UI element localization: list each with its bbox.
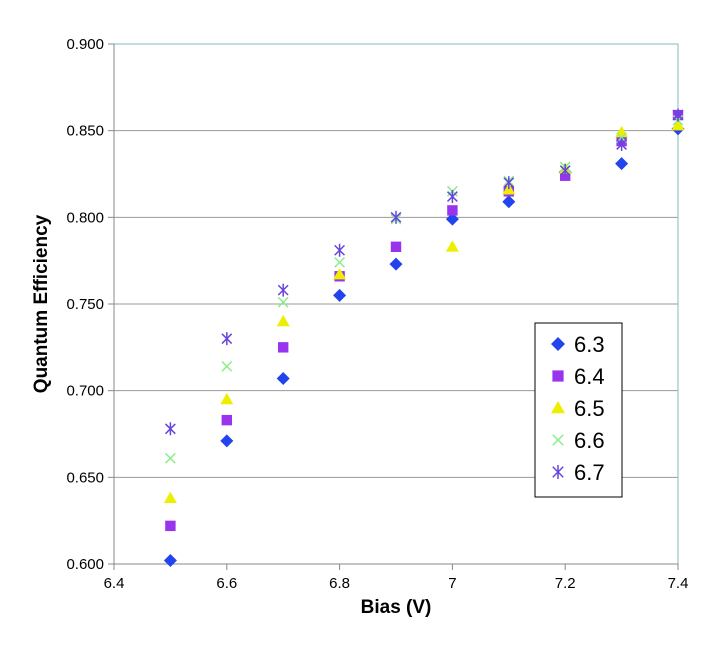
x-axis: 6.4 6.6 6.8 7 7.2 7.4 bbox=[104, 563, 689, 592]
data-point bbox=[334, 243, 346, 257]
legend-label: 6.7 bbox=[574, 460, 605, 485]
data-point bbox=[276, 372, 290, 386]
data-point bbox=[164, 452, 176, 464]
data-point bbox=[221, 414, 232, 426]
data-point bbox=[333, 288, 347, 302]
x-tick-label: 7 bbox=[448, 575, 456, 592]
data-point bbox=[277, 283, 289, 297]
data-point bbox=[390, 241, 402, 252]
data-markers bbox=[163, 108, 685, 568]
x-tick-label: 6.8 bbox=[329, 575, 350, 592]
x-tick-label: 6.6 bbox=[216, 575, 237, 592]
data-point bbox=[277, 296, 289, 308]
y-tick-label: 0.800 bbox=[66, 209, 104, 226]
legend-box bbox=[534, 322, 623, 498]
data-point bbox=[333, 268, 347, 280]
legend-item: 6.5 bbox=[551, 396, 605, 421]
data-point bbox=[165, 520, 176, 532]
x-axis-title: Bias (V) bbox=[361, 597, 432, 618]
data-point bbox=[220, 392, 234, 405]
y-axis-title: Quantum Efficiency bbox=[31, 214, 52, 393]
data-point bbox=[163, 554, 177, 568]
data-point bbox=[220, 434, 234, 448]
y-tick-label: 0.750 bbox=[66, 296, 104, 313]
data-point bbox=[447, 205, 458, 216]
legend: 6.3 6.4 6.5 6.6 6.7 bbox=[534, 322, 623, 498]
x-tick-label: 7.2 bbox=[555, 575, 576, 592]
data-point bbox=[503, 176, 515, 190]
legend-marker bbox=[552, 370, 564, 382]
data-point bbox=[445, 212, 459, 226]
data-point bbox=[221, 332, 233, 346]
y-tick-label: 0.650 bbox=[66, 469, 104, 486]
data-point bbox=[615, 157, 629, 171]
data-point bbox=[502, 195, 516, 209]
legend-label: 6.6 bbox=[574, 428, 605, 453]
x-tick-label: 6.4 bbox=[104, 575, 125, 592]
data-point bbox=[559, 164, 571, 178]
data-point bbox=[163, 491, 177, 504]
y-tick-label: 0.600 bbox=[66, 556, 104, 573]
y-tick-label: 0.700 bbox=[66, 383, 104, 400]
legend-marker bbox=[552, 434, 564, 446]
legend-marker bbox=[551, 337, 565, 351]
legend-label: 6.3 bbox=[574, 332, 605, 357]
data-point bbox=[446, 190, 458, 204]
y-tick-label: 0.900 bbox=[66, 36, 104, 53]
legend-marker bbox=[551, 401, 565, 414]
data-point bbox=[278, 342, 289, 353]
data-point bbox=[334, 256, 346, 268]
y-axis: 0.600 0.650 0.700 0.750 0.800 0.850 0.900 bbox=[66, 36, 115, 573]
data-point bbox=[221, 360, 233, 372]
data-point bbox=[390, 210, 402, 224]
x-tick-label: 7.4 bbox=[668, 575, 689, 592]
data-point bbox=[616, 138, 628, 152]
legend-label: 6.5 bbox=[574, 396, 605, 421]
legend-marker bbox=[552, 465, 564, 479]
y-tick-label: 0.850 bbox=[66, 123, 104, 140]
data-point bbox=[672, 108, 684, 122]
data-point bbox=[164, 422, 176, 436]
data-point bbox=[445, 240, 459, 252]
legend-item: 6.7 bbox=[552, 460, 605, 485]
data-point bbox=[276, 314, 290, 327]
legend-item: 6.6 bbox=[552, 428, 605, 453]
data-point bbox=[671, 118, 685, 131]
data-point bbox=[389, 257, 403, 271]
legend-item: 6.3 bbox=[551, 332, 605, 357]
legend-label: 6.4 bbox=[574, 364, 605, 389]
legend-item: 6.4 bbox=[552, 364, 605, 389]
